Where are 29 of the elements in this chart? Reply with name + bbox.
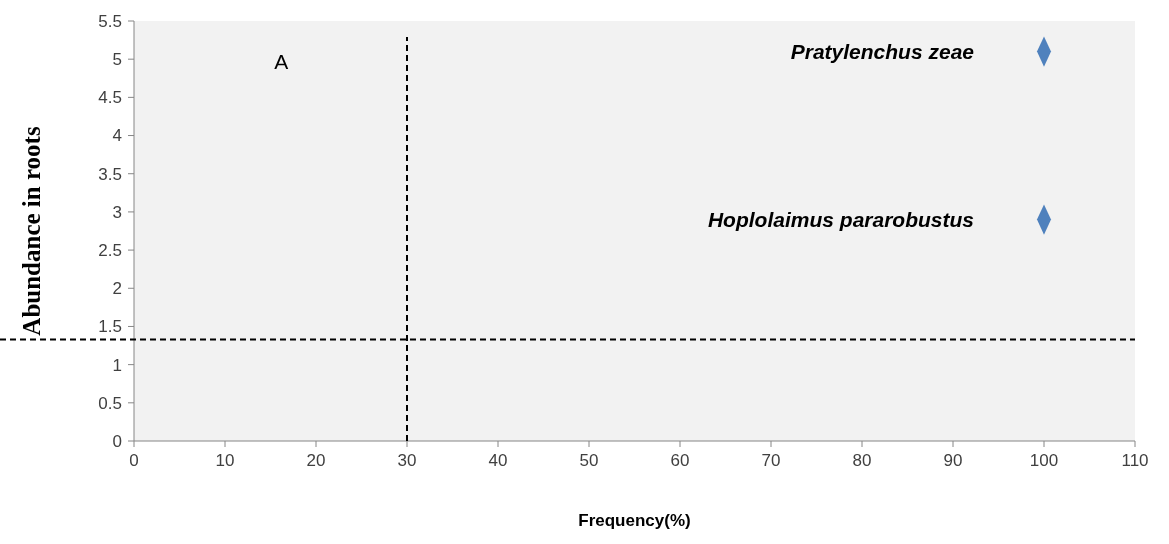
annotation: A [274, 50, 289, 73]
x-axis-title: Frequency(%) [578, 511, 691, 530]
x-tick-label: 110 [1121, 451, 1149, 470]
y-tick-label: 2.5 [98, 241, 122, 261]
x-tick-label: 80 [852, 451, 872, 470]
text: Pratylenchus zeae [790, 39, 975, 63]
x-tick-label: 30 [397, 451, 417, 470]
y-tick-label: 5.5 [98, 11, 122, 31]
x-tick-label: 70 [761, 451, 781, 470]
y-axis-title: Abundance in roots [18, 126, 45, 336]
y-tick-label: 0.5 [98, 393, 122, 413]
text: Hoplolaimus pararobustus [707, 207, 974, 231]
x-tick-label: 0 [129, 451, 139, 470]
x-tick-label: 100 [1029, 451, 1059, 470]
x-tick-label: 50 [579, 451, 599, 470]
x-tick-label: 20 [306, 451, 326, 470]
y-tick-label: 1.5 [98, 317, 122, 337]
y-tick-label: 0 [112, 431, 122, 451]
y-tick-label: 3.5 [98, 164, 122, 184]
y-tick-label: 4 [112, 126, 122, 146]
y-tick-label: 3 [112, 202, 122, 222]
y-tick-label: 4.5 [98, 88, 122, 108]
y-tick-label: 5 [112, 50, 122, 70]
y-tick-label: 1 [112, 355, 122, 375]
x-tick-label: 40 [488, 451, 508, 470]
x-tick-label: 10 [215, 451, 235, 470]
x-tick-label: 60 [670, 451, 690, 470]
x-tick-label: 90 [943, 451, 963, 470]
y-tick-label: 2 [112, 279, 122, 299]
